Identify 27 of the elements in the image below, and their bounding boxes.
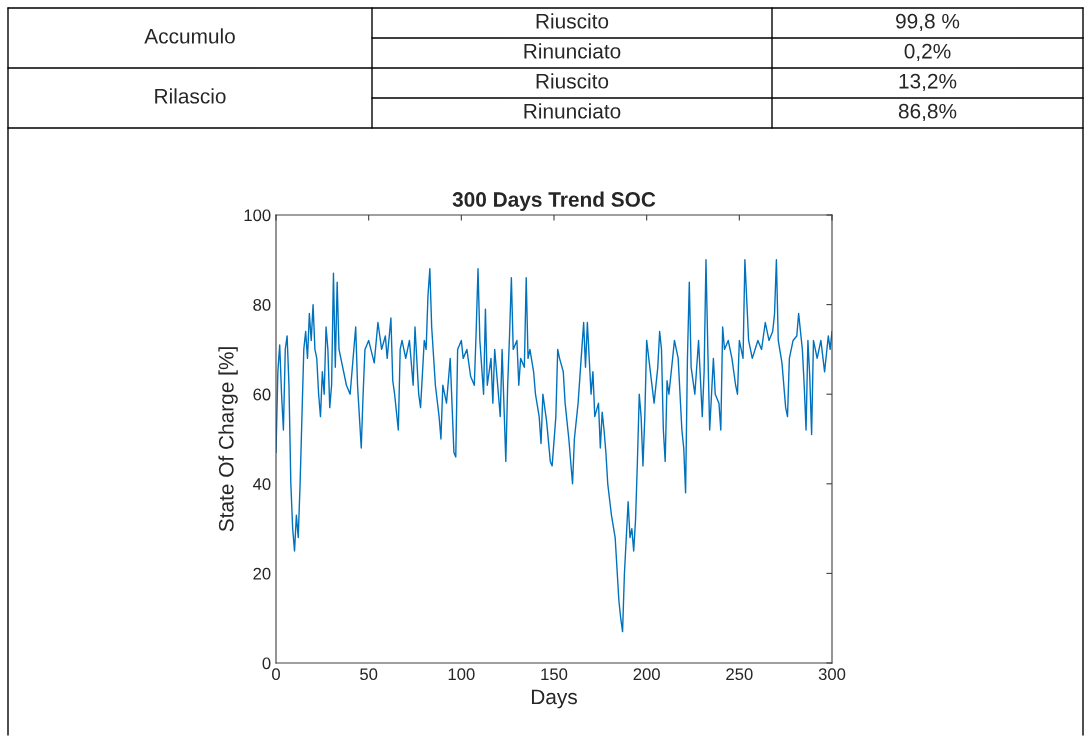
text: 0,2%	[904, 43, 951, 62]
x-tick-label: 0	[272, 668, 280, 681]
y-tick-label: 0	[262, 657, 271, 670]
text: Rinunciato	[524, 43, 621, 59]
chart-title: 300 Days Trend SOC	[452, 191, 656, 211]
text: Accumulo	[144, 28, 235, 44]
line-series	[276, 259, 832, 633]
text: 13,2%	[899, 73, 957, 92]
text: Rilascio	[155, 88, 226, 104]
x-tick-label: 250	[726, 668, 753, 681]
text: 86,8%	[898, 103, 957, 122]
text: Riuscito	[536, 13, 609, 29]
x-axis-title: Days	[531, 689, 577, 709]
y-tick-label: 80	[253, 299, 271, 311]
text: Rinunciato	[524, 103, 621, 119]
y-tick-label: 20	[253, 567, 271, 580]
x-tick-label: 50	[360, 668, 378, 681]
x-tick-label: 200	[633, 668, 660, 681]
x-tick-label: 100	[448, 668, 475, 681]
x-tick-label: 300	[818, 668, 846, 681]
y-axis-title: State Of Charge [%]	[218, 347, 238, 532]
y-tick-label: 40	[252, 478, 271, 490]
y-tick-label: 60	[253, 388, 271, 401]
text: Riuscito	[536, 73, 609, 89]
text: 99,8 %	[896, 13, 960, 32]
y-tick-label: 100	[244, 209, 271, 222]
x-tick-label: 150	[541, 668, 568, 681]
